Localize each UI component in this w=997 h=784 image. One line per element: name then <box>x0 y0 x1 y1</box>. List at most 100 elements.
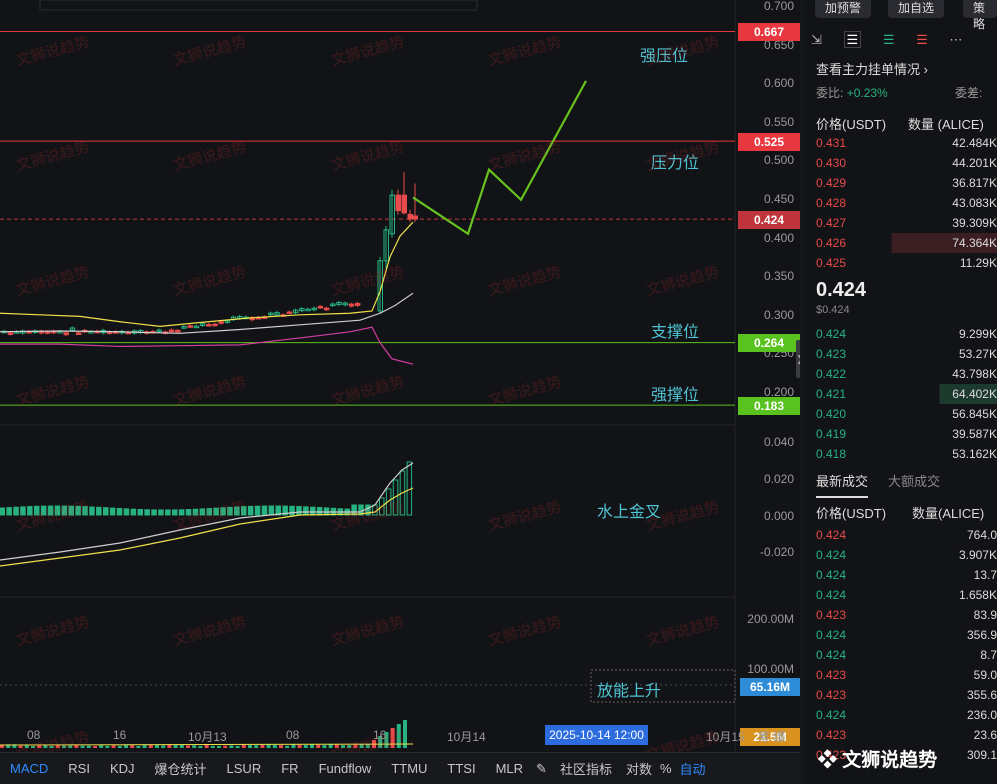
macd-histogram-bar <box>96 506 102 516</box>
auto-toggle[interactable]: 自动 <box>679 762 706 777</box>
macd-histogram-bar <box>399 470 406 516</box>
volume-bar <box>167 744 172 748</box>
volume-bar <box>6 744 11 748</box>
price-tick: 0.300 <box>763 307 794 322</box>
tab-fundflow[interactable]: Fundflow <box>318 761 372 776</box>
trade-row: 0.424 764.0 <box>805 525 997 545</box>
ask-row[interactable]: 0.430 44.201K <box>805 153 997 173</box>
log-toggle[interactable]: 对数 <box>625 762 652 777</box>
candle-body <box>401 194 407 214</box>
ask-row[interactable]: 0.431 42.484K <box>805 133 997 153</box>
tab-kdj[interactable]: KDJ <box>109 761 135 776</box>
community-indicators[interactable]: 社区指标 <box>559 762 612 777</box>
tab-latest-trades[interactable]: 最新成交 <box>816 471 869 498</box>
ask-row[interactable]: 0.425 11.29K <box>805 253 997 273</box>
trade-price: 0.424 <box>816 628 847 642</box>
ask-row[interactable]: 0.426 74.364K <box>805 233 997 253</box>
price-tick: 0.450 <box>763 192 794 206</box>
ma-yellow-line <box>0 221 414 327</box>
order-book-link[interactable]: 查看主力挂单情况 › <box>816 62 928 77</box>
projection-path <box>412 80 587 236</box>
volume-bar <box>217 745 221 748</box>
macd-histogram-bar <box>0 507 5 516</box>
x-label: 10月15 <box>706 730 745 744</box>
volume-bar <box>297 744 302 748</box>
add-watchlist-button[interactable]: 加自选 <box>888 0 945 18</box>
bid-qty: 53.27K <box>958 347 997 361</box>
trade-qty: 764.0 <box>966 528 997 542</box>
bid-row[interactable]: 0.421 64.402K <box>805 384 997 404</box>
price-chart[interactable] <box>0 0 800 752</box>
macd-histogram-bar <box>227 506 233 516</box>
bid-row[interactable]: 0.418 53.162K <box>805 444 997 464</box>
tab-lsur[interactable]: LSUR <box>226 761 262 776</box>
orderbook-view-toolbar: ⇲ ☰ ☰ ☰ ⋯ <box>811 31 963 48</box>
volume-bar <box>124 745 128 748</box>
macd-histogram-bar <box>241 506 247 516</box>
macd-histogram-bar <box>351 504 357 516</box>
ask-row[interactable]: 0.429 36.817K <box>805 173 997 193</box>
chart-area[interactable]: 0.700 0.650 0.600 0.550 0.500 0.450 0.400 0.350… <box>0 0 800 752</box>
scale-chip[interactable]: 筹 爆 <box>758 730 786 744</box>
trade-row: 0.424 3.907K <box>805 545 997 565</box>
volume-bar <box>223 745 228 748</box>
both-sides-icon[interactable]: ☰ <box>843 31 862 48</box>
macd-histogram-bar <box>75 505 81 516</box>
candle-body <box>175 329 181 333</box>
bid-price: 0.420 <box>816 407 847 421</box>
macd-histogram-bar <box>34 505 40 516</box>
ask-row[interactable]: 0.428 43.083K <box>805 193 997 213</box>
tab-liquidation[interactable]: 爆仓统计 <box>154 762 207 777</box>
trade-row: 0.424 236.0 <box>805 705 997 725</box>
tab-macd[interactable]: MACD <box>10 761 49 776</box>
macd-histogram-bar <box>116 508 123 516</box>
edit-icon[interactable]: ✎ <box>536 760 547 776</box>
strategy-button[interactable]: 策略 <box>963 0 997 31</box>
exit-icon[interactable]: ⇲ <box>811 32 822 47</box>
candle-body <box>268 312 274 316</box>
volume-bar <box>359 744 364 748</box>
volume-bar <box>99 744 104 748</box>
volume-bar <box>198 745 203 748</box>
volume-bar <box>279 745 283 748</box>
candle-body <box>292 309 299 314</box>
macd-histogram-bar <box>213 507 219 516</box>
asks-only-icon[interactable]: ☰ <box>916 32 928 47</box>
ask-row[interactable]: 0.427 39.309K <box>805 213 997 233</box>
trade-qty: 356.9 <box>966 628 997 642</box>
volume-bar <box>62 745 66 748</box>
candle-body <box>274 312 280 316</box>
bid-row[interactable]: 0.422 43.798K <box>805 364 997 384</box>
bids-only-icon[interactable]: ☰ <box>882 32 895 47</box>
candle-body <box>7 332 14 335</box>
volume-bar <box>155 744 159 748</box>
more-icon[interactable]: ⋯ <box>949 32 963 47</box>
trade-qty: 23.6 <box>973 728 997 742</box>
macd-histogram-bar <box>144 509 150 516</box>
candle-body <box>168 329 175 333</box>
tab-ttsi[interactable]: TTSI <box>447 761 476 776</box>
tab-mlr[interactable]: MLR <box>495 761 524 776</box>
add-alert-button[interactable]: 加预警 <box>815 0 872 18</box>
panel-splitter-handle[interactable]: ❯ <box>796 340 800 378</box>
tab-fr[interactable]: FR <box>281 761 299 776</box>
tab-rsi[interactable]: RSI <box>68 761 90 776</box>
macd-histogram-bar <box>206 508 212 516</box>
bid-row[interactable]: 0.423 53.27K <box>805 344 997 364</box>
candle-body <box>317 305 324 309</box>
bid-row[interactable]: 0.424 9.299K <box>805 324 997 344</box>
price-tick: 0.700 <box>763 0 794 13</box>
bid-row[interactable]: 0.419 39.587K <box>805 424 997 444</box>
bid-row[interactable]: 0.420 56.845K <box>805 404 997 424</box>
ask-price: 0.426 <box>816 236 847 250</box>
volume-bar <box>254 745 259 748</box>
trade-qty: 3.907K <box>958 548 997 562</box>
trade-qty: 8.7 <box>980 648 997 662</box>
candle-body <box>336 301 342 305</box>
tab-large-trades[interactable]: 大额成交 <box>888 474 941 489</box>
tab-ttmu[interactable]: TTMU <box>391 761 428 776</box>
percent-toggle[interactable]: % <box>659 761 672 776</box>
volume-bar <box>328 744 333 748</box>
volume-bar <box>248 745 252 748</box>
price-tick: 0.200 <box>763 385 794 399</box>
